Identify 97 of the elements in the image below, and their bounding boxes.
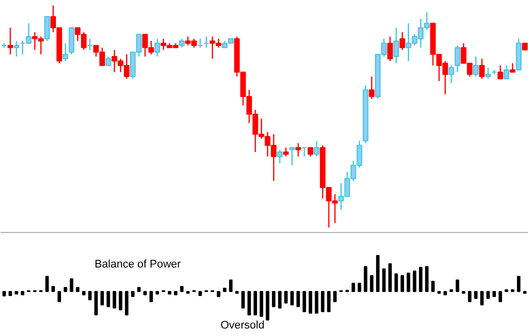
bar bbox=[352, 282, 356, 292]
bar bbox=[174, 291, 178, 296]
bar bbox=[58, 291, 62, 302]
bar bbox=[370, 275, 374, 292]
candlestick bbox=[504, 64, 510, 80]
bar bbox=[406, 272, 410, 292]
candlestick bbox=[387, 36, 393, 62]
bar bbox=[394, 273, 398, 292]
bar bbox=[272, 291, 276, 308]
bar bbox=[124, 291, 128, 316]
bar bbox=[425, 266, 429, 292]
bar bbox=[118, 291, 122, 310]
bar bbox=[364, 266, 368, 292]
bar bbox=[260, 291, 264, 317]
bar bbox=[168, 291, 172, 295]
bar bbox=[431, 280, 435, 292]
bar bbox=[474, 291, 478, 299]
bar bbox=[88, 291, 92, 300]
bar bbox=[320, 291, 324, 312]
candlestick bbox=[473, 56, 479, 78]
candlestick bbox=[498, 64, 504, 80]
bar bbox=[216, 291, 220, 298]
bar bbox=[456, 279, 460, 292]
bar bbox=[468, 291, 472, 302]
bar bbox=[131, 291, 135, 298]
bar bbox=[94, 291, 98, 316]
candlestick bbox=[8, 27, 14, 55]
candlestick bbox=[400, 32, 406, 50]
bar bbox=[492, 291, 496, 298]
bar bbox=[418, 266, 422, 292]
bar bbox=[51, 286, 55, 292]
bar bbox=[314, 291, 318, 314]
bar bbox=[64, 287, 68, 292]
bar bbox=[70, 278, 74, 292]
candlestick bbox=[1, 42, 7, 48]
candlestick bbox=[393, 27, 399, 64]
bar bbox=[284, 291, 288, 304]
candlestick bbox=[485, 67, 491, 80]
bar bbox=[2, 291, 6, 296]
bar bbox=[516, 276, 520, 292]
bar bbox=[382, 268, 386, 292]
candlestick bbox=[44, 16, 50, 42]
candlestick bbox=[197, 38, 203, 48]
bar bbox=[229, 279, 233, 292]
bar bbox=[198, 291, 202, 296]
bar bbox=[302, 291, 306, 312]
bar bbox=[327, 291, 331, 312]
bar bbox=[296, 291, 300, 308]
candlestick bbox=[14, 40, 20, 58]
bar bbox=[76, 287, 80, 292]
bar bbox=[308, 291, 312, 314]
bar bbox=[254, 291, 258, 316]
bar bbox=[412, 270, 416, 292]
candlestick bbox=[295, 142, 301, 158]
annotation: Oversold bbox=[220, 319, 264, 332]
bar bbox=[376, 255, 380, 292]
bar bbox=[388, 263, 392, 292]
candlestick bbox=[314, 140, 320, 158]
bar bbox=[498, 291, 502, 302]
candlestick bbox=[289, 146, 295, 166]
bar bbox=[156, 291, 160, 295]
bar bbox=[45, 276, 49, 292]
candlestick bbox=[87, 38, 93, 50]
candlestick bbox=[154, 38, 160, 58]
candlestick bbox=[302, 146, 308, 158]
bar bbox=[100, 291, 104, 306]
bar bbox=[443, 291, 447, 296]
bar bbox=[106, 291, 110, 308]
bar bbox=[180, 286, 184, 292]
bar bbox=[14, 291, 18, 295]
bar bbox=[149, 291, 153, 302]
bar bbox=[266, 291, 270, 320]
bar bbox=[8, 291, 12, 296]
candlestick bbox=[62, 42, 68, 62]
bar bbox=[400, 275, 404, 292]
bar bbox=[290, 291, 294, 306]
candlestick bbox=[479, 58, 485, 80]
bar bbox=[143, 291, 147, 296]
candlestick bbox=[448, 64, 454, 84]
bar bbox=[241, 291, 245, 309]
candlestick bbox=[454, 44, 460, 73]
bar bbox=[247, 291, 251, 316]
bar bbox=[137, 287, 141, 292]
bar bbox=[480, 291, 484, 306]
bar bbox=[222, 288, 226, 292]
candlestick bbox=[277, 149, 283, 164]
bar bbox=[486, 291, 490, 299]
candlestick bbox=[204, 36, 210, 48]
bar bbox=[82, 291, 86, 296]
bar bbox=[112, 291, 116, 309]
bar bbox=[20, 291, 24, 296]
annotation: Balance of Power bbox=[94, 258, 182, 271]
candlestick bbox=[491, 69, 497, 75]
bar bbox=[358, 282, 362, 292]
bar bbox=[278, 291, 282, 309]
bar bbox=[333, 291, 337, 302]
candlestick bbox=[368, 76, 374, 100]
